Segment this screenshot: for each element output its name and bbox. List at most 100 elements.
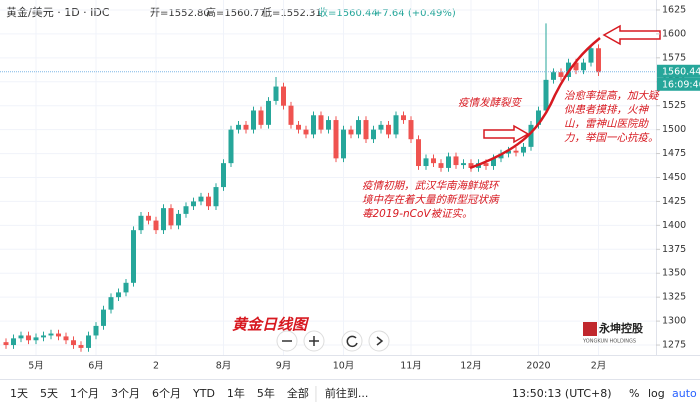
candle-body <box>423 158 429 167</box>
candle-body <box>333 120 339 159</box>
candle-body <box>198 196 204 202</box>
candle-body <box>281 86 286 106</box>
x-tick-label: 9月 <box>276 361 292 372</box>
logo: 永坤控股 YONGKUN HOLDINGS <box>582 321 644 345</box>
candle-body <box>558 72 564 77</box>
y-tick-label: 1525 <box>662 100 686 111</box>
candle-body <box>513 150 519 153</box>
candle-body <box>266 100 271 125</box>
candle-body <box>93 325 99 336</box>
plot <box>0 0 656 355</box>
candle-body <box>468 163 474 168</box>
candle-body <box>131 230 136 283</box>
logo-sub: YONGKUN HOLDINGS <box>582 339 636 345</box>
ohlc-close: 收=1560.44 <box>318 6 378 19</box>
candle-body <box>161 208 166 231</box>
candle-body <box>168 208 174 226</box>
x-tick-label: 2020 <box>526 361 550 372</box>
range-button[interactable]: 1天 <box>10 387 28 400</box>
candle-body <box>273 86 279 101</box>
candle-body <box>596 48 601 73</box>
ohlc-change: +7.64 (+0.49%) <box>374 8 456 19</box>
range-button[interactable]: 全部 <box>287 386 309 400</box>
candle-body <box>71 340 76 346</box>
candle-body <box>101 309 106 326</box>
range-button[interactable]: 5天 <box>40 387 58 400</box>
candle-body <box>116 292 121 298</box>
x-tick-label: 8月 <box>216 361 232 372</box>
y-tick-label: 1500 <box>662 124 686 135</box>
candle-body <box>498 153 504 159</box>
arrow <box>483 124 530 144</box>
logo-name: 永坤控股 <box>598 321 644 335</box>
y-tick-label: 1625 <box>662 4 686 15</box>
candle-body <box>401 115 406 121</box>
candle-body <box>3 342 9 346</box>
candle-body <box>551 72 556 80</box>
zoom-in-icon <box>309 336 319 346</box>
y-tick-label: 1600 <box>662 28 686 39</box>
auto-toggle[interactable]: auto <box>672 387 697 400</box>
toolbar: 13:50:13 (UTC+8) % log auto 1天 5天 1个月 3个月 6个… <box>10 386 697 402</box>
y-tick-label: 1400 <box>662 220 686 231</box>
candle-body <box>221 163 226 188</box>
candle-body <box>506 150 511 154</box>
x-tick-label: 6月 <box>88 361 104 372</box>
x-tick-label: 12月 <box>460 361 482 372</box>
candle-body <box>251 110 256 130</box>
candle-body <box>213 187 219 207</box>
candle-body <box>108 297 114 310</box>
header: 黄金/美元 · 1D · IDC 开=1552.80 高=1560.77 低=1… <box>6 5 456 19</box>
candle-body <box>41 335 46 338</box>
range-button[interactable]: 5年 <box>257 386 275 400</box>
candle-body <box>431 158 436 164</box>
candle-body <box>543 79 549 111</box>
y-tick-label: 1575 <box>662 52 686 63</box>
scroll[interactable] <box>368 330 390 352</box>
candle-body <box>18 335 24 339</box>
last-price-label: 1560.44 <box>662 66 700 77</box>
range-button[interactable]: 3个月 <box>111 387 140 400</box>
candle-body <box>11 338 16 346</box>
log-toggle[interactable]: log <box>648 387 665 400</box>
x-tick-label: 11月 <box>400 361 422 372</box>
arrow <box>602 24 661 46</box>
candle-body <box>453 156 459 166</box>
range-button[interactable]: 6个月 <box>152 387 181 400</box>
trend-curve <box>469 37 601 170</box>
range-button[interactable]: 1年 <box>227 386 245 400</box>
candle-body <box>386 124 391 135</box>
reset[interactable] <box>341 330 363 352</box>
ohlc-open: 开=1552.80 <box>150 8 210 19</box>
candle-body <box>296 124 301 130</box>
candle-body <box>236 124 241 130</box>
candle-body <box>491 158 496 167</box>
y-tick-label: 1375 <box>662 244 686 255</box>
range-button[interactable]: 1个月 <box>70 387 99 400</box>
candle-body <box>183 206 189 214</box>
candle-body <box>206 196 211 207</box>
clock: 13:50:13 (UTC+8) <box>512 387 612 400</box>
candle-body <box>326 120 331 130</box>
candle-body <box>48 333 54 336</box>
annotation: 似患者摸排，火神 <box>564 104 649 116</box>
x-tick-label: 2 <box>153 361 159 372</box>
candle-body <box>318 115 324 130</box>
last-price-tag <box>657 64 700 78</box>
candle-body <box>521 146 526 153</box>
symbol: 黄金/美元 · 1D · IDC <box>6 5 110 19</box>
candle-body <box>588 48 594 63</box>
candle-body <box>446 156 451 168</box>
candle-body <box>438 163 444 168</box>
y-tick-label: 1450 <box>662 172 686 183</box>
annotation: 疫情发酵裂变 <box>458 97 522 109</box>
candle-body <box>78 345 84 348</box>
candle-body <box>63 336 69 341</box>
y-tick-label: 1350 <box>662 268 686 279</box>
goto-button[interactable]: 前往到... <box>325 386 369 400</box>
x-tick-label: 2月 <box>591 361 607 372</box>
percent-toggle[interactable]: % <box>629 387 639 400</box>
range-button[interactable]: YTD <box>192 387 215 400</box>
annotation: 境中存在着大量的新型冠状病 <box>362 194 500 206</box>
candle-body <box>573 62 579 71</box>
